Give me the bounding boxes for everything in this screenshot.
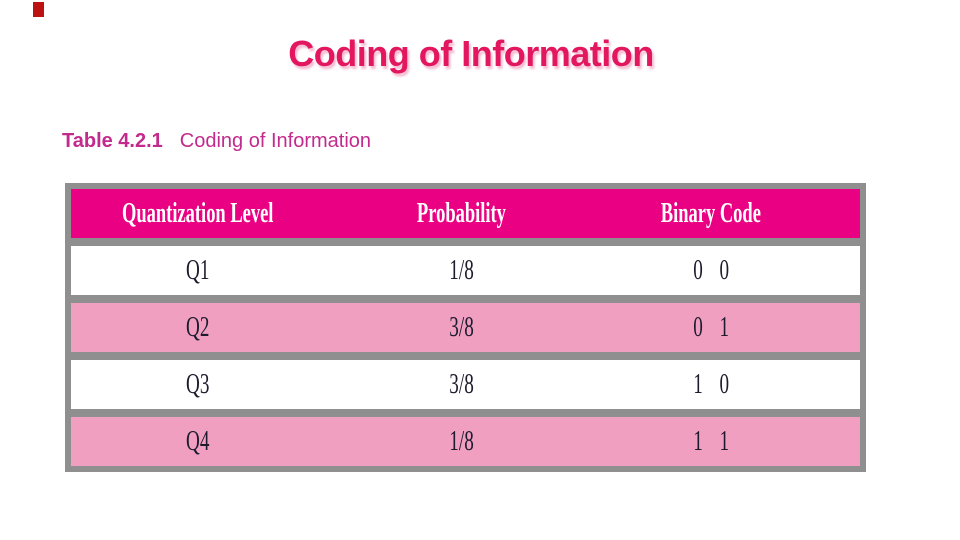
cell-level-value: Q4: [185, 425, 209, 457]
cell-binary-code: 1 1: [600, 425, 860, 458]
header-quantization-level: Quantization Level: [71, 198, 323, 230]
cell-binary-code-value: 0 1: [692, 311, 729, 343]
cell-binary-code: 0 0: [600, 254, 860, 287]
cell-level: Q4: [71, 425, 323, 458]
table-row: Q4 1/8 1 1: [71, 417, 860, 466]
cell-level-value: Q1: [185, 254, 209, 286]
table-row: Q2 3/8 0 1: [71, 303, 860, 352]
cell-binary-code-value: 1 0: [692, 368, 729, 400]
cell-binary-code-value: 0 0: [692, 254, 729, 286]
header-probability: Probability: [323, 198, 599, 230]
table-caption-text: Coding of Information: [179, 130, 372, 152]
cell-probability-value: 1/8: [449, 254, 474, 286]
cell-probability: 1/8: [323, 425, 599, 458]
header-probability-label: Probability: [417, 197, 507, 229]
header-quantization-level-label: Quantization Level: [121, 197, 273, 229]
cell-binary-code: 0 1: [600, 311, 860, 344]
cell-binary-code: 1 0: [600, 368, 860, 401]
table-header-row: Quantization Level Probability Binary Co…: [71, 189, 860, 238]
table-row: Q1 1/8 0 0: [71, 246, 860, 295]
cell-probability-value: 1/8: [449, 425, 474, 457]
red-corner-mark: [33, 2, 44, 17]
cell-probability-value: 3/8: [449, 368, 474, 400]
cell-level-value: Q3: [185, 368, 209, 400]
table-row: Q3 3/8 1 0: [71, 360, 860, 409]
cell-probability: 3/8: [323, 368, 599, 401]
table-caption: Table 4.2.1 Coding of Information: [62, 130, 371, 153]
cell-binary-code-value: 1 1: [692, 425, 729, 457]
cell-level: Q2: [71, 311, 323, 344]
header-binary-code-label: Binary Code: [660, 197, 761, 229]
cell-probability: 1/8: [323, 254, 599, 287]
cell-probability: 3/8: [323, 311, 599, 344]
cell-probability-value: 3/8: [449, 311, 474, 343]
cell-level-value: Q2: [185, 311, 209, 343]
coding-table: Quantization Level Probability Binary Co…: [65, 183, 866, 472]
table-caption-number: Table 4.2.1: [62, 130, 163, 152]
cell-level: Q1: [71, 254, 323, 287]
cell-level: Q3: [71, 368, 323, 401]
slide-title: Coding of Information: [288, 33, 654, 74]
header-binary-code: Binary Code: [600, 198, 860, 230]
